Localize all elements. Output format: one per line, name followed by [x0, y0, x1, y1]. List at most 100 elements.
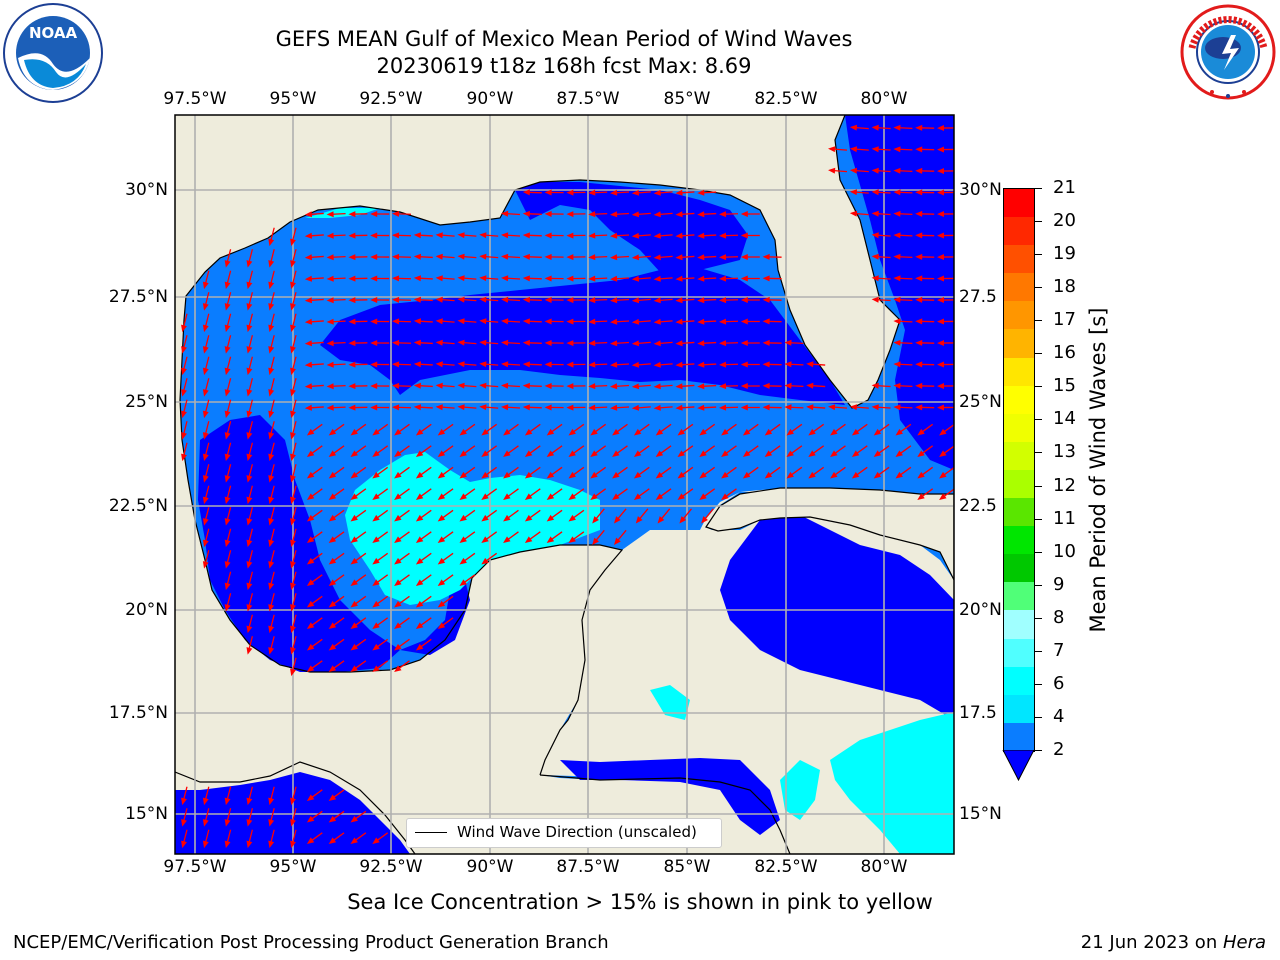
wave-direction-arrowhead	[246, 475, 253, 483]
wave-direction-arrowhead	[392, 404, 400, 411]
wave-direction-arrowhead	[742, 428, 751, 436]
wave-direction-arrowhead	[524, 536, 533, 543]
wave-direction-arrowhead	[326, 232, 334, 239]
wave-direction-arrowhead	[415, 514, 424, 522]
wave-direction-arrowhead	[568, 471, 576, 479]
wave-direction-arrowhead	[246, 625, 253, 634]
wave-direction-arrowhead	[246, 367, 253, 376]
wave-direction-arrowhead	[613, 516, 621, 524]
wave-direction-arrowhead	[306, 493, 315, 500]
lon-label-bottom: 97.5°W	[163, 857, 227, 877]
wave-direction-arrowhead	[697, 211, 705, 218]
wave-direction-arrowhead	[764, 450, 773, 457]
colorbar-tick-label: 6	[1053, 672, 1065, 694]
wave-direction-arrowhead	[459, 471, 467, 479]
wave-direction-arrowhead	[808, 450, 816, 457]
wave-direction-arrowhead	[697, 275, 705, 282]
wave-direction-arrowhead	[437, 428, 446, 436]
colorbar-tick-mark	[1034, 683, 1042, 685]
wave-direction-arrowhead	[246, 303, 253, 311]
wave-direction-arrowhead	[851, 450, 860, 457]
wave-direction-arrowhead	[588, 211, 596, 218]
wave-direction-arrowhead	[290, 604, 296, 612]
colorbar-tick-mark	[1034, 518, 1042, 520]
wave-direction-arrowhead	[348, 383, 356, 390]
lon-label-top: 87.5°W	[556, 89, 620, 109]
wave-direction-arrowhead	[612, 493, 620, 500]
colorbar-tick-label: 2	[1053, 739, 1065, 760]
wave-direction-arrowhead	[653, 254, 661, 261]
wave-direction-arrowhead	[437, 493, 446, 500]
lon-label-top: 97.5°W	[163, 89, 227, 109]
wave-direction-arrowhead	[290, 582, 296, 591]
sea-ice-caption: Sea Ice Concentration > 15% is shown in …	[347, 890, 933, 914]
graticule	[175, 115, 954, 854]
wave-direction-arrowhead	[224, 260, 231, 268]
wave-direction-arrowhead	[268, 453, 275, 462]
wave-direction-arrowhead	[503, 536, 511, 543]
wave-direction-arrowhead	[290, 453, 296, 462]
wave-direction-arrowhead	[871, 232, 879, 239]
colorbar-segment	[1004, 694, 1034, 723]
wave-direction-arrowhead	[350, 536, 358, 543]
wave-direction-arrowhead	[806, 361, 814, 368]
wave-direction-arrowhead	[808, 428, 816, 436]
wave-direction-arrowhead	[304, 404, 313, 411]
wave-direction-arrowhead	[631, 232, 640, 239]
wave-direction-arrowhead	[370, 210, 378, 217]
wave-direction-arrowhead	[457, 382, 465, 389]
wave-direction-arrowhead	[740, 297, 748, 304]
wave-direction-arrowhead	[290, 668, 296, 677]
colorbar-tick-mark	[1034, 320, 1042, 322]
wave-direction-arrowhead	[268, 582, 275, 591]
wave-direction-arrowhead	[653, 340, 661, 347]
wave-direction-arrowhead	[326, 297, 334, 304]
wave-direction-arrowhead	[633, 450, 642, 457]
wave-direction-arrowhead	[522, 361, 530, 368]
wave-direction-arrowhead	[372, 579, 380, 586]
colorbar-tick-mark	[1034, 287, 1042, 289]
wave-direction-arrowhead	[290, 518, 296, 526]
wave-direction-arrowhead	[503, 428, 511, 436]
colorbar-tick-label: 11	[1053, 507, 1076, 529]
wave-direction-arrowhead	[893, 167, 901, 174]
wave-direction-arrowhead	[415, 450, 424, 457]
wave-direction-arrowhead	[481, 428, 489, 436]
colorbar-tick-mark	[1034, 551, 1042, 553]
wave-direction-arrowhead	[372, 557, 380, 565]
wave-direction-arrowhead	[290, 389, 296, 397]
wave-direction-arrowhead	[415, 536, 424, 543]
wave-direction-arrowhead	[392, 361, 400, 368]
wave-direction-arrowhead	[394, 643, 402, 651]
wave-direction-arrowhead	[415, 600, 424, 608]
wave-direction-arrowhead	[501, 275, 509, 282]
wave-direction-arrowhead	[268, 281, 275, 290]
wave-direction-arrowhead	[544, 318, 552, 325]
wave-direction-arrowhead	[544, 189, 552, 196]
wave-direction-arrowhead	[524, 450, 533, 457]
lon-label-bottom: 80°W	[860, 857, 908, 877]
wave-direction-arrowhead	[413, 361, 421, 368]
wave-direction-arrowhead	[268, 303, 275, 311]
wave-direction-arrowhead	[740, 275, 748, 282]
wave-direction-arrowhead	[655, 471, 664, 479]
wave-direction-arrowhead	[413, 404, 421, 411]
wave-direction-arrowhead	[590, 450, 598, 457]
wave-direction-arrowhead	[915, 404, 923, 411]
wave-direction-arrowhead	[290, 324, 296, 333]
wave-direction-arrowhead	[566, 254, 574, 261]
chart-subtitle: 20230619 t18z 168h fcst Max: 8.69	[376, 54, 752, 78]
wave-direction-arrowhead	[328, 514, 337, 522]
wave-direction-arrowhead	[290, 281, 296, 290]
wave-direction-arrowhead	[697, 404, 705, 411]
wave-direction-arrowhead	[413, 296, 421, 303]
wave-direction-arrowhead	[306, 471, 315, 479]
colorbar-tick-mark	[1034, 188, 1042, 189]
wave-direction-arrowhead	[871, 296, 879, 303]
wave-direction-arrowhead	[202, 346, 209, 354]
wave-direction-arrowhead	[762, 296, 770, 303]
colorbar-tick-mark	[1034, 650, 1042, 652]
wave-direction-arrowhead	[350, 837, 358, 844]
colorbar-tick-label: 4	[1053, 705, 1065, 727]
wave-direction-arrowhead	[699, 471, 707, 479]
